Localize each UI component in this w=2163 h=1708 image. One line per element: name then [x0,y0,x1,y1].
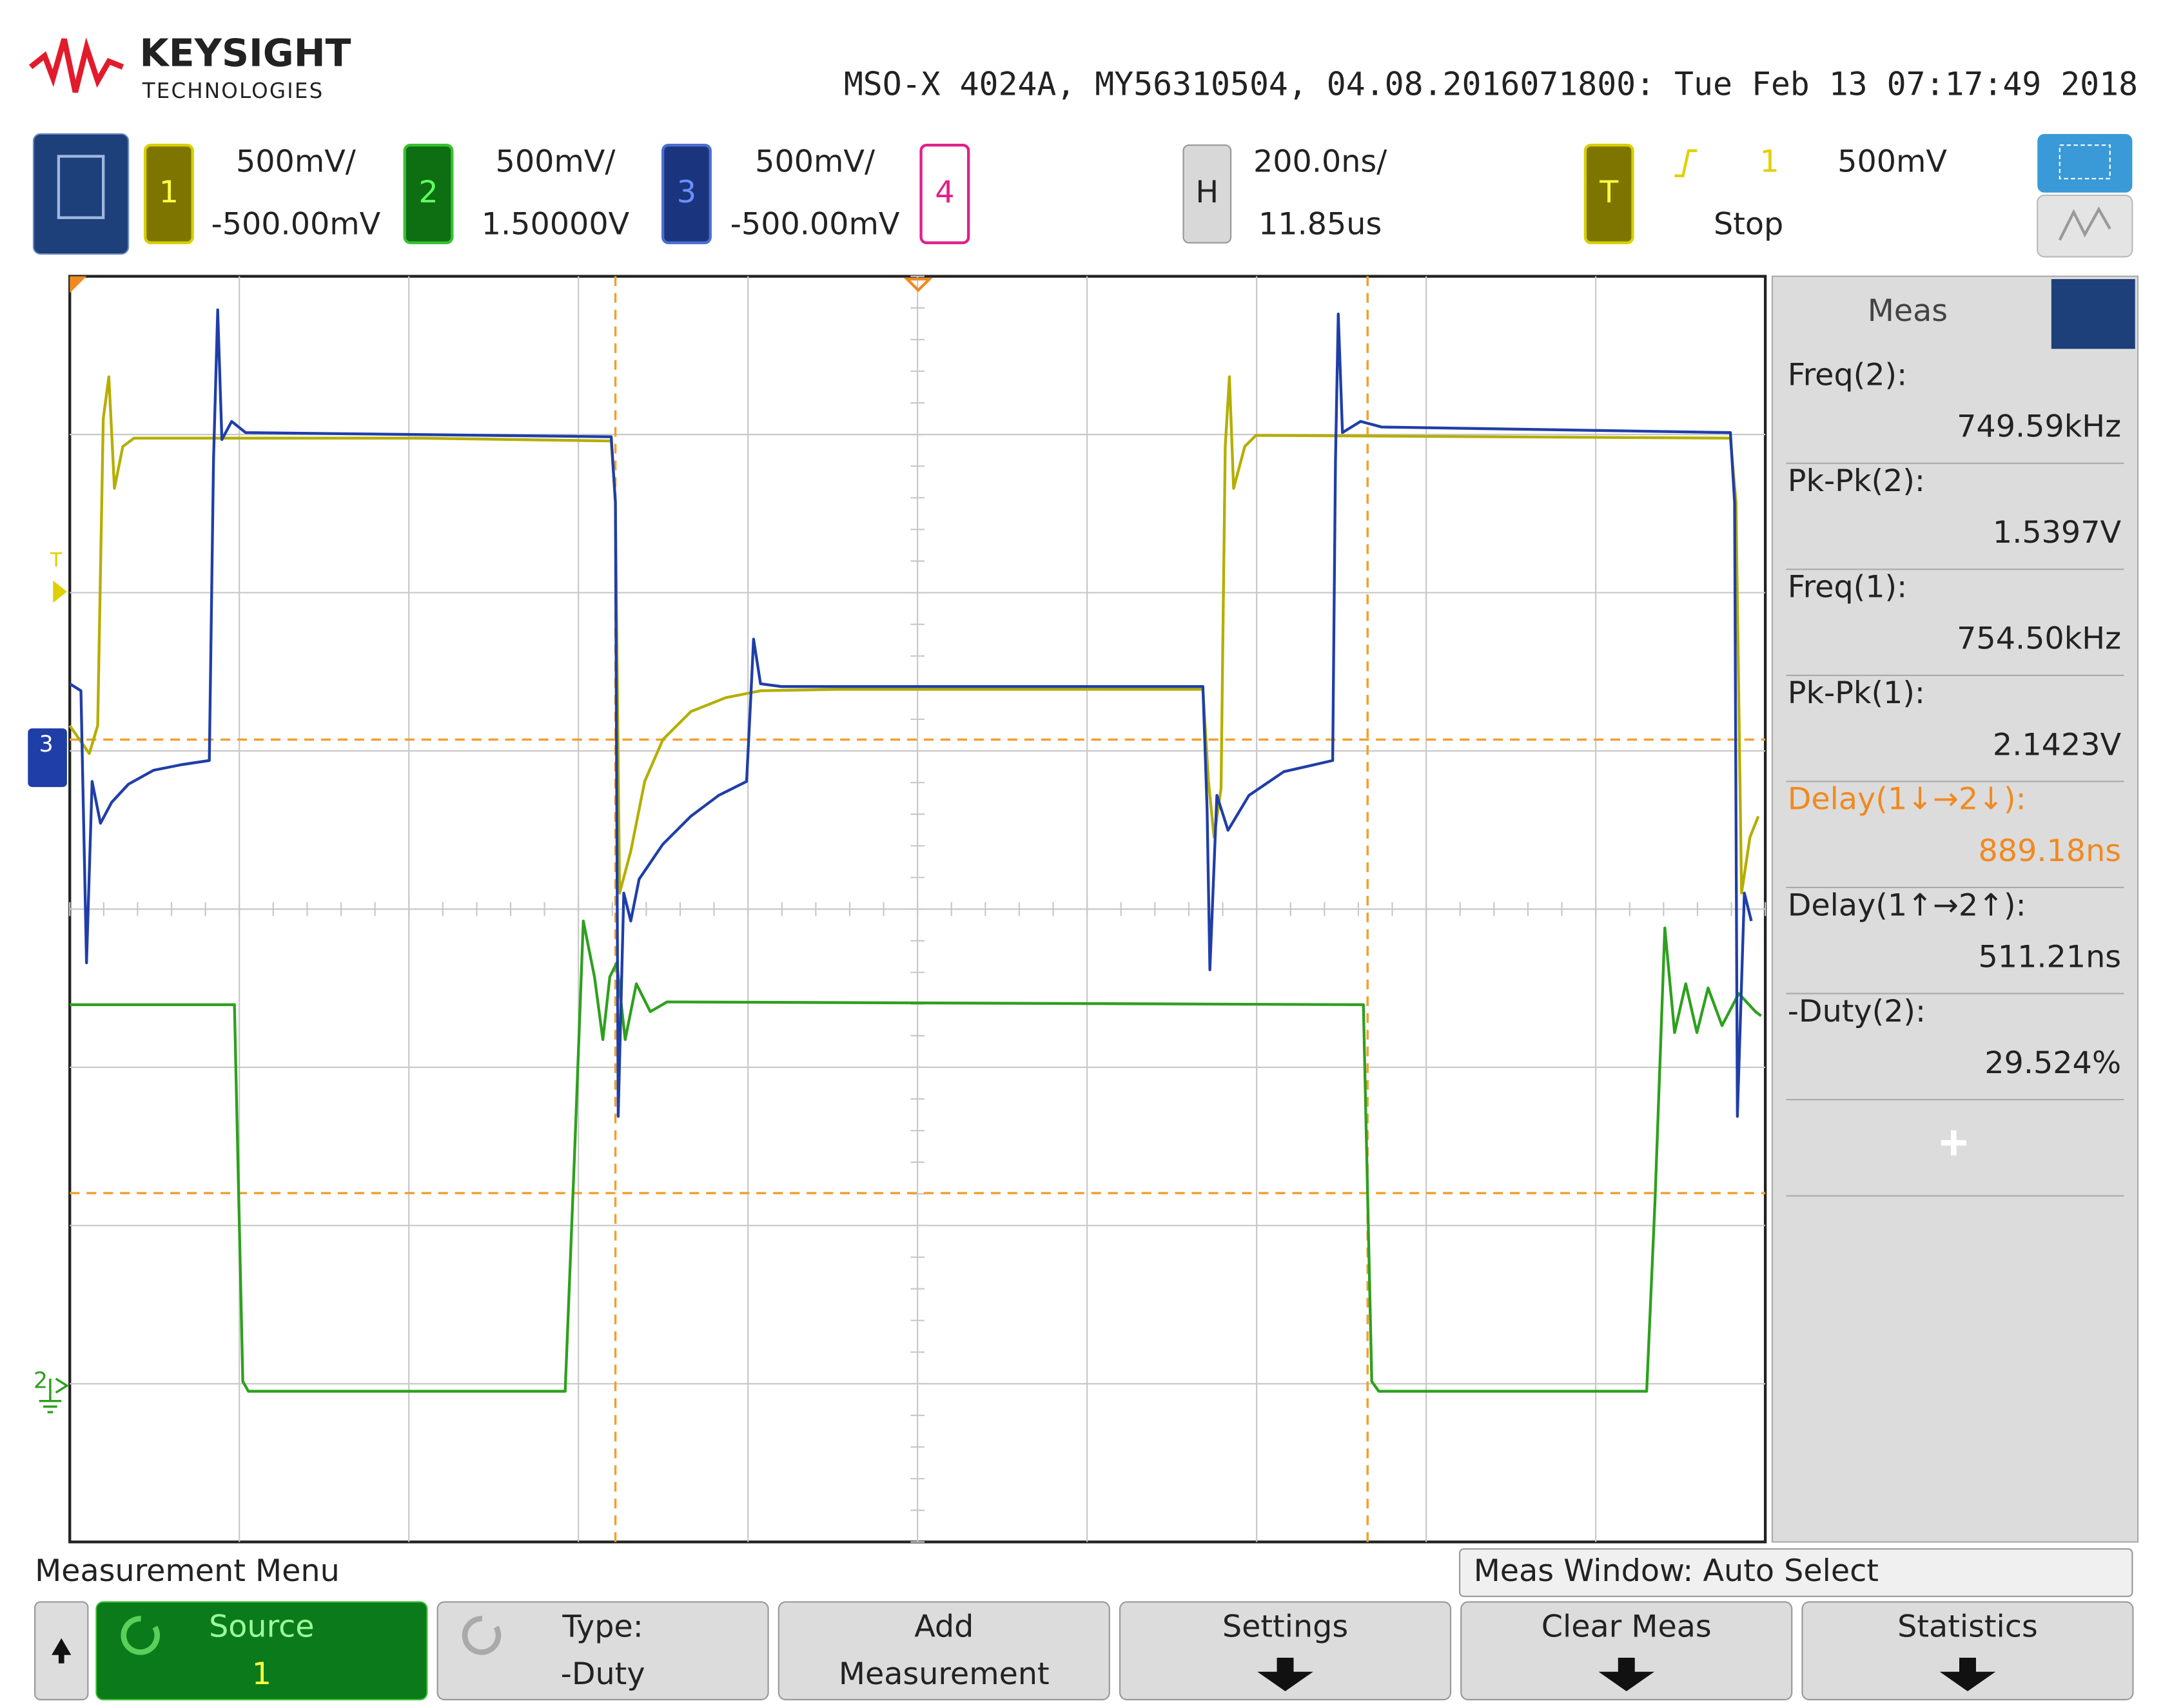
ch3-trace [69,308,1753,1118]
ch2-ground-icon [39,1377,70,1413]
ch4-button[interactable] [919,143,970,244]
softkey[interactable] [1460,1601,1793,1701]
softkey-label: Type: [562,1609,643,1645]
menu-title: Measurement Menu [35,1553,340,1589]
zoom-button[interactable] [2037,133,2133,193]
ch3-number: 3 [677,175,696,210]
trigger-source: 1 [1759,144,1779,179]
meas-label: Pk-Pk(2): [1788,463,1925,499]
ch2-scale: 500mV/ [496,144,616,179]
ch3-ground-marker [28,728,67,788]
ch1-button[interactable] [143,143,194,244]
ch3-ground-label: 3 [39,732,54,757]
meas-label: Pk-Pk(1): [1788,675,1925,711]
meas-value: 889.18ns [1979,833,2122,869]
softkey[interactable] [1801,1601,2134,1701]
trigger-label: T [1599,175,1619,210]
meas-value: 2.1423V [1993,727,2122,762]
meas-label: Delay(1↑→2↑): [1788,888,2026,923]
softkey[interactable] [95,1601,428,1701]
softkey-knob-icon [121,1616,161,1655]
softkey-arrow [1939,1658,1996,1692]
trigger-position-marker [903,277,933,293]
meas-panel [1771,275,2139,1543]
ch3-button[interactable] [661,143,712,244]
ch2-number: 2 [418,175,438,210]
trigger-level-marker: T [50,549,63,572]
trigger-button[interactable] [1583,143,1634,244]
back-icon [52,1638,72,1664]
softkey-value: 1 [252,1656,271,1692]
softkey-value: -Duty [561,1656,645,1692]
ch1-scale: 500mV/ [236,144,357,179]
meas-value: 1.5397V [1993,515,2122,550]
meas-window: Meas Window: Auto Select [1474,1553,1879,1589]
add-meas-icon[interactable] [1941,1130,1966,1156]
horizontal-button[interactable] [1182,144,1232,244]
logo [28,37,124,93]
ch3-offset: -500.00mV [730,207,900,242]
trigger-level-arrow [53,580,67,603]
ch2-ground-label: 2 [34,1368,48,1393]
trigger-status: Stop [1714,207,1783,242]
brand-sub: TECHNOLOGIES [142,79,324,103]
softkey[interactable] [778,1601,1110,1701]
meas-label: Delay(1↓→2↓): [1788,782,2026,817]
meas-label: -Duty(2): [1788,994,1926,1029]
meas-window-box [1459,1548,2133,1597]
softkey-label: Statistics [1897,1609,2038,1645]
meas-list: Freq(2): 749.59kHz Pk-Pk(2): 1.5397V Freq(1)… [1786,358,2124,1197]
trigger-edge-icon [1674,149,1698,177]
softkey-knob-icon [462,1616,502,1655]
meas-menu-button[interactable] [2051,279,2135,349]
horizontal-label: H [1195,175,1219,210]
ch2-offset: 1.50000V [482,207,630,242]
menu-icon [57,155,105,219]
analyze-button[interactable] [2037,195,2133,258]
softkey-label: Settings [1222,1609,1348,1645]
meas-value: 754.50kHz [1957,621,2121,657]
horizontal-scale: 200.0ns/ [1253,144,1387,179]
softkey[interactable] [436,1601,769,1701]
ch4-number: 4 [935,175,954,210]
grid [69,275,1767,1543]
softkey-arrow [1598,1658,1655,1692]
softkey-label: Clear Meas [1542,1609,1712,1645]
meas-label: Freq(2): [1788,358,1907,393]
meas-value: 29.524% [1984,1045,2121,1081]
ch1-offset: -500.00mV [211,207,381,242]
brand: KEYSIGHT [139,32,351,75]
ch1-number: 1 [159,175,179,210]
softkey[interactable] [1119,1601,1452,1701]
meas-value: 749.59kHz [1957,409,2121,445]
menu-button[interactable] [32,133,130,255]
softkeys: Source 1 Type: -Duty Add Measurement Settings C… [95,1601,2134,1701]
trigger-level: 500mV [1837,144,1947,179]
horizontal-position: 11.85us [1258,207,1382,242]
softkey-value: Measurement [839,1656,1050,1692]
ch3-scale: 500mV/ [755,144,876,179]
softkey-arrow [1257,1658,1313,1692]
zoom-icon [2059,144,2111,180]
ch2-trace [70,919,1762,1393]
meas-label: Freq(1): [1788,570,1907,605]
analyze-icon [2058,206,2111,241]
ch1-trace [68,375,1760,895]
softkey-label: Source [209,1609,315,1645]
ch2-button[interactable] [403,143,454,244]
softkey-label: Add [914,1609,974,1645]
meas-value: 511.21ns [1979,939,2122,975]
meas-title: Meas [1868,293,1948,329]
instrument-info: MSO-X 4024A, MY56310504, 04.08.201607180… [844,66,2138,103]
